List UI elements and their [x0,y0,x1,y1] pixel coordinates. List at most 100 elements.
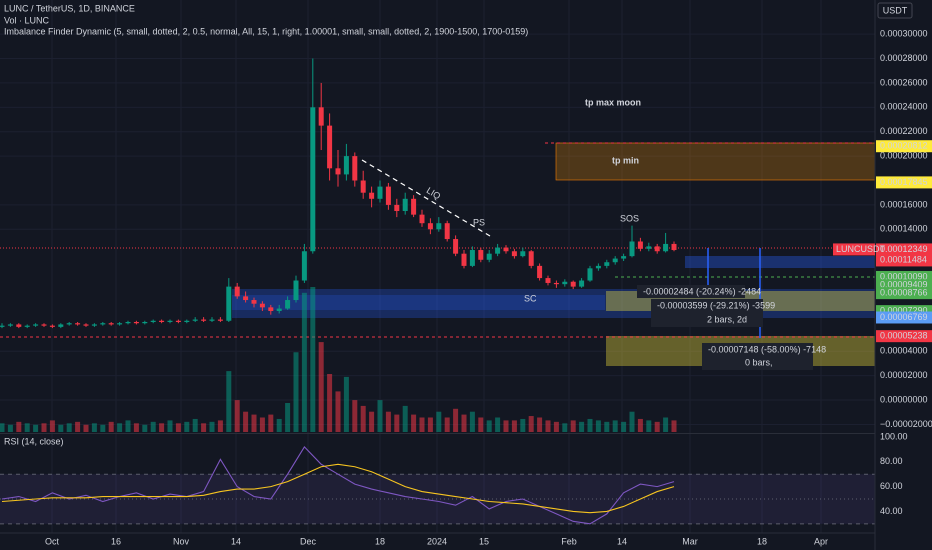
rsi-tick-label: 100.00 [880,431,908,441]
volume-bar [327,374,333,432]
volume-bar [91,423,97,432]
tooltip [702,343,813,370]
candle-body [520,251,526,257]
candle-body [184,320,190,322]
price-tag-label: 0.00010090 [880,271,928,281]
candle-body [453,239,459,254]
volume-bar [360,405,366,432]
volume-bar [419,417,425,432]
price-tag [876,287,932,300]
volume-bar [562,423,568,432]
candle-body [243,296,249,301]
volume-bar [553,421,559,432]
volume-bar [570,420,576,432]
x-tick-label: Oct [45,536,60,546]
x-tick-label: Apr [814,536,828,546]
currency-box [877,2,913,19]
candle-body [100,323,106,325]
symbol-title: LUNC / TetherUS, 1D, BINANCE [4,3,135,13]
volume-bar [142,424,148,432]
volume-bar [226,371,232,432]
x-tick-label: 14 [617,536,627,546]
candle-body [108,323,114,325]
y-tick-label: 0.00030000 [880,29,928,39]
candle-body [234,286,240,297]
y-tick-label: 0.00022000 [880,126,928,136]
candle-body [369,192,375,199]
candle-body [301,251,307,281]
candle-body [385,186,391,205]
rsi-tick-label: 80.00 [880,456,903,466]
volume-bar [385,411,391,432]
volume-bar [587,418,593,432]
price-tag-label: 0.00005238 [880,331,928,341]
candle-body [587,268,593,281]
price-tag [876,253,932,266]
volume-bar [100,424,106,432]
volume-bar [209,421,215,432]
candle-body [377,186,383,199]
price-tag-label: 0.00012349 [880,244,928,254]
candle-body [570,281,576,287]
volume-bar [66,423,72,432]
volume-bar [217,420,223,432]
candle-body [629,241,635,257]
volume-bar [520,418,526,432]
volume-bar [495,417,501,432]
candle-body [621,256,627,259]
volume-bar [377,400,383,432]
candle-body [209,319,215,321]
candle-body [579,280,585,287]
volume-bar [83,424,89,432]
annotation: 2 bars, 2d [707,314,747,324]
candle-body [226,286,232,321]
annotation: SC [524,293,537,303]
volume-bar [192,418,198,432]
price-tag-label: 0.00011484 [880,254,927,264]
trend-line [361,159,491,237]
grid [0,0,875,533]
volume-bar [285,403,291,432]
volume-bar [411,414,417,432]
candle-body [612,258,618,263]
volume-bar [604,421,610,432]
volume-bar [58,424,64,432]
x-tick-label: 18 [375,536,385,546]
x-tick-label: 14 [231,536,241,546]
candle-body [427,223,433,230]
volume-bar [579,421,585,432]
x-tick-label: Mar [682,536,698,546]
candle-body [133,321,139,324]
candle-body [251,300,257,304]
candle-body [16,324,22,327]
annotation: -0.00002484 (-20.24%) -2484 [643,286,761,296]
imbalance-zone [685,256,875,268]
volume-bar [301,292,307,432]
candle-body [486,253,492,260]
volume-bar [663,417,669,432]
rsi-band [0,474,875,524]
candle-body [654,246,660,252]
candle-body [91,324,97,326]
volume-bar [16,421,22,432]
volume-bar [646,420,652,432]
candle-body [268,307,274,312]
volume-bar [243,411,249,432]
candle-body [318,107,324,126]
price-tag [876,176,932,189]
annotation: -0.00003599 (-29.21%) -3599 [657,300,775,310]
candle-body [595,265,601,269]
candle-body [637,241,643,249]
volume-bar [352,400,358,432]
volume-bar [49,420,55,432]
volume-bar [259,417,265,432]
currency: USDT [883,5,908,15]
volume-bar [175,423,181,432]
volume-bar [41,423,47,432]
candle-body [528,251,534,266]
candle-body [285,300,291,309]
candle-body [562,281,568,285]
volume-bar [125,420,131,432]
tp-zone [555,142,876,181]
